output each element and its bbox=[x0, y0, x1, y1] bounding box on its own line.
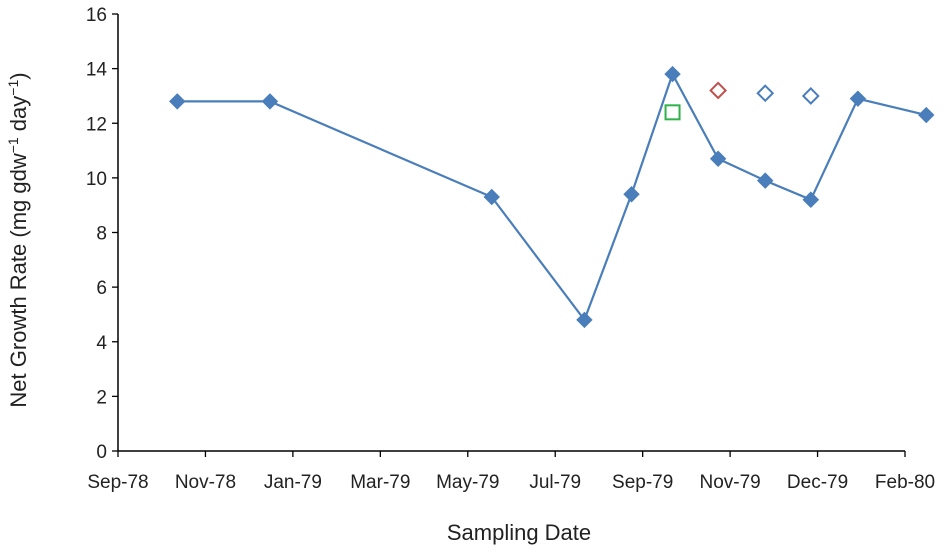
data-point-diamond bbox=[757, 172, 774, 189]
x-tick-label: Feb-80 bbox=[875, 472, 935, 493]
data-point-diamond bbox=[664, 65, 681, 83]
x-tick-label: Jul-79 bbox=[529, 472, 581, 493]
series-line bbox=[809, 97, 927, 201]
series-2 bbox=[664, 104, 681, 121]
data-point-diamond bbox=[802, 191, 820, 208]
data-point-diamond bbox=[849, 90, 867, 107]
x-tick-label: Sep-79 bbox=[612, 472, 673, 493]
y-axis-title-mid: day bbox=[6, 96, 31, 138]
y-tick-label: 14 bbox=[86, 60, 108, 81]
y-tick-label: 10 bbox=[86, 169, 107, 190]
y-axis-title-sup2: −1 bbox=[5, 80, 21, 96]
x-tick-label: Nov-79 bbox=[699, 472, 760, 493]
data-point-diamond bbox=[709, 150, 727, 167]
series-1 bbox=[802, 90, 935, 208]
chart-axes bbox=[112, 13, 906, 457]
data-point-diamond bbox=[169, 93, 186, 110]
data-point-diamond bbox=[756, 84, 775, 103]
y-axis-title-end: ) bbox=[6, 72, 31, 79]
data-point-square bbox=[664, 104, 681, 121]
data-point-diamond bbox=[709, 81, 728, 100]
x-tick-label: May-79 bbox=[436, 472, 499, 493]
series-layer bbox=[169, 65, 935, 329]
y-axis-title-sup1: −1 bbox=[5, 137, 21, 153]
y-tick-label: 2 bbox=[96, 387, 107, 408]
y-tick-label: 4 bbox=[96, 333, 107, 354]
y-axis-title-main: Net Growth Rate (mg gdw bbox=[6, 153, 31, 407]
y-tick-label: 0 bbox=[96, 442, 107, 463]
series-3 bbox=[709, 81, 728, 100]
x-tick-label: Nov-78 bbox=[175, 472, 236, 493]
y-tick-label: 16 bbox=[86, 5, 107, 26]
y-tick-labels: 0 2 4 6 8 10 12 14 16 bbox=[86, 5, 108, 463]
x-tick-label: Dec-79 bbox=[787, 472, 848, 493]
x-axis-title: Sampling Date bbox=[447, 520, 591, 545]
y-tick-label: 8 bbox=[96, 224, 107, 245]
y-tick-label: 6 bbox=[96, 278, 107, 299]
x-tick-label: Sep-78 bbox=[87, 472, 148, 493]
series-4 bbox=[756, 84, 820, 105]
series-0 bbox=[169, 65, 820, 329]
data-point-diamond bbox=[918, 106, 935, 124]
y-tick-label: 12 bbox=[86, 114, 107, 135]
data-point-diamond bbox=[801, 87, 820, 105]
data-point-diamond bbox=[261, 93, 279, 110]
x-tick-label: Jan-79 bbox=[264, 472, 322, 493]
x-tick-labels: Sep-78 Nov-78 Jan-79 Mar-79 May-79 Jul-79 Sep-… bbox=[87, 472, 935, 493]
data-point-diamond bbox=[483, 188, 500, 206]
x-tick-label: Mar-79 bbox=[350, 472, 410, 493]
data-point-diamond bbox=[576, 311, 593, 329]
data-point-diamond bbox=[623, 186, 640, 203]
y-axis-title: Net Growth Rate (mg gdw−1 day−1) bbox=[5, 72, 31, 407]
